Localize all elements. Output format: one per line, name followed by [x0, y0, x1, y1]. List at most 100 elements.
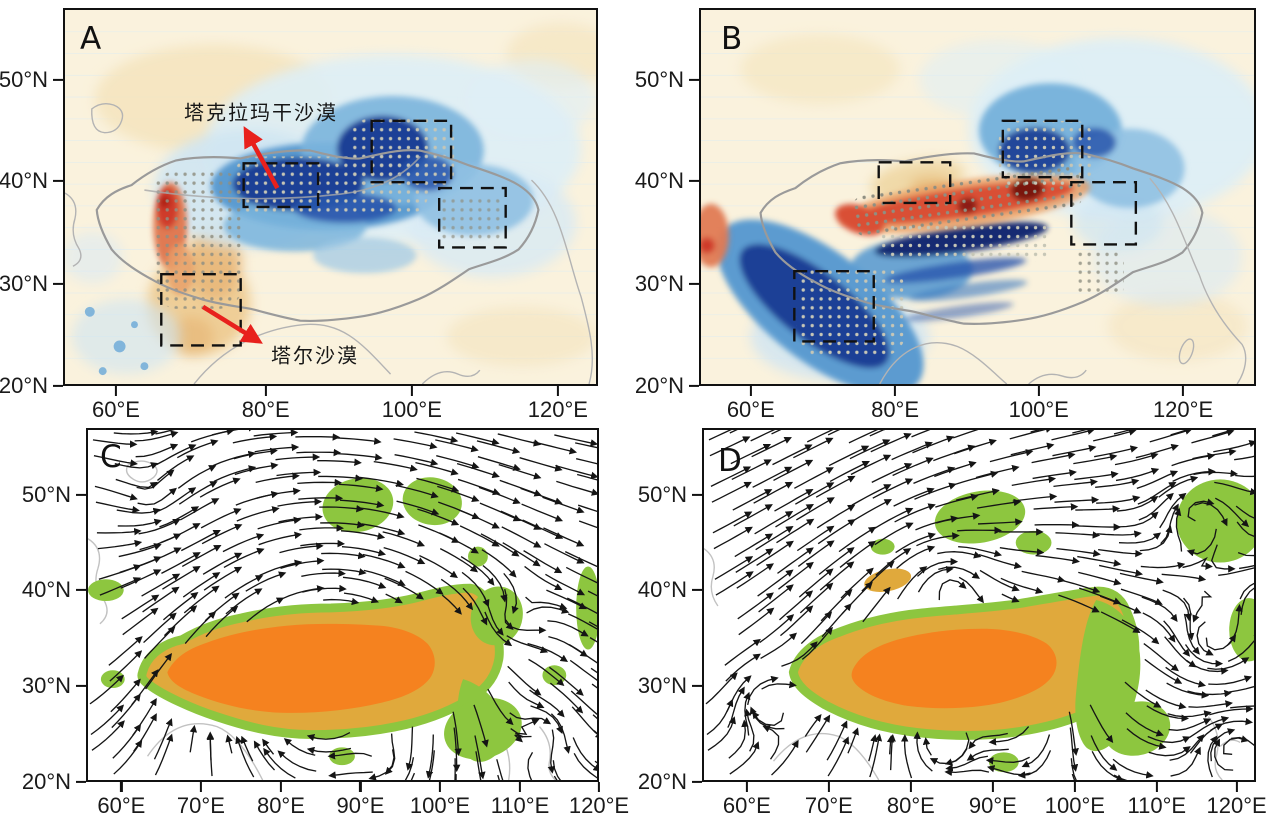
- panel-b-letter: B: [721, 21, 743, 57]
- x-tick-label: 80°E: [871, 397, 920, 422]
- box-taklimakan: [242, 162, 320, 209]
- coastlines: [879, 177, 1247, 384]
- tick-mark: [689, 282, 699, 285]
- tick-mark: [410, 386, 413, 396]
- y-tick-label: 50°N: [634, 66, 684, 92]
- x-tick-label: 90°E: [968, 793, 1017, 815]
- tick-mark: [556, 386, 559, 396]
- x-tick-label: 120°E: [1152, 397, 1214, 422]
- tick-mark: [893, 386, 897, 396]
- x-tick-label: 80°E: [886, 793, 935, 815]
- y-tick-label: 50°N: [21, 482, 71, 508]
- arrow-to-taklimakan-label: [243, 126, 280, 190]
- box-east: [437, 186, 507, 249]
- panel-d: D 60°E 70°E 80°E 90°E 100°E 110°E 120°E 50°N 40…: [638, 428, 1267, 815]
- box-thar: [160, 272, 242, 347]
- x-tick-label: 70°E: [176, 793, 225, 815]
- wind-streamlines: [89, 430, 597, 780]
- panel-d-wind-map: [704, 430, 1254, 780]
- box-north: [1001, 119, 1084, 179]
- tick-mark: [745, 782, 748, 792]
- panel-a-map: 塔克拉玛干沙漠 塔尔沙漠 A: [63, 8, 598, 386]
- tick-mark: [76, 589, 86, 592]
- y-tick-label: 50°N: [637, 482, 687, 508]
- panel-a-anomaly-map: [65, 10, 596, 384]
- x-tick-label: 60°E: [722, 793, 771, 815]
- tick-mark: [689, 78, 699, 81]
- y-tick-label: 30°N: [634, 270, 684, 296]
- y-tick-label: 40°N: [0, 168, 48, 194]
- x-tick-label: 120°E: [1206, 793, 1267, 815]
- tick-mark: [199, 782, 202, 792]
- panel-c-map: C: [86, 428, 599, 782]
- orange-core: [167, 623, 435, 713]
- tarim-basin-rim: [144, 155, 421, 200]
- y-tick-label: 30°N: [21, 673, 71, 699]
- tick-mark: [692, 780, 702, 784]
- arrow-to-thar-label: [201, 304, 263, 344]
- tick-mark: [53, 282, 63, 285]
- x-tick-label: 100°E: [409, 793, 471, 815]
- tick-mark: [827, 782, 830, 792]
- x-tick-label: 90°E: [336, 793, 385, 815]
- x-tick-label: 60°E: [726, 397, 775, 422]
- panel-c-letter: C: [100, 439, 122, 475]
- x-tick-label: 60°E: [91, 397, 140, 422]
- panel-a: 塔克拉玛干沙漠 塔尔沙漠 A 60°E 80°E 100°E 120°E 50°N 40…: [0, 8, 598, 422]
- y-tick-label: 40°N: [637, 577, 687, 603]
- tick-mark: [518, 782, 522, 792]
- tick-mark: [1155, 782, 1158, 792]
- tick-mark: [597, 782, 601, 792]
- tick-mark: [359, 782, 362, 792]
- study-region-boxes: [160, 119, 507, 347]
- x-tick-label: 100°E: [1044, 793, 1105, 815]
- box-north: [370, 119, 453, 184]
- tick-mark: [1037, 386, 1040, 396]
- x-tick-label: 110°E: [490, 793, 550, 815]
- tick-mark: [1073, 782, 1076, 792]
- y-tick-label: 50°N: [0, 66, 48, 92]
- tibetan-plateau-outline: [95, 149, 540, 323]
- study-region-boxes: [793, 119, 1138, 343]
- y-tick-label: 20°N: [637, 769, 687, 794]
- tick-mark: [53, 78, 63, 81]
- tick-mark: [692, 684, 702, 688]
- panel-b-map: B: [699, 8, 1256, 386]
- x-tick-label: 80°E: [256, 793, 305, 815]
- y-tick-label: 30°N: [0, 270, 48, 296]
- orange-core: [851, 628, 1057, 709]
- tick-mark: [53, 180, 63, 183]
- x-tick-label: 60°E: [97, 793, 146, 815]
- x-tick-label: 120°E: [568, 793, 630, 815]
- panel-c-wind-map: [88, 430, 597, 780]
- taklimakan-desert-label: 塔克拉玛干沙漠: [184, 100, 338, 125]
- x-tick-label: 70°E: [804, 793, 853, 815]
- tick-mark: [120, 782, 123, 792]
- tick-mark: [692, 494, 702, 497]
- tick-mark: [1235, 782, 1238, 792]
- annotation-arrows: [201, 126, 280, 344]
- panel-d-map: D: [702, 428, 1256, 782]
- y-tick-label: 40°N: [634, 168, 684, 194]
- x-tick-label: 80°E: [241, 397, 290, 422]
- significance-stippling: [796, 120, 1124, 357]
- x-tick-label: 100°E: [1008, 397, 1069, 422]
- coastlines: [65, 102, 594, 384]
- box-east: [1070, 180, 1138, 246]
- blue-speckles: [84, 306, 149, 376]
- thar-desert-label: 塔尔沙漠: [271, 343, 359, 368]
- tick-mark: [749, 386, 752, 396]
- panel-a-letter: A: [80, 21, 102, 57]
- tick-mark: [53, 384, 63, 388]
- tick-mark: [689, 384, 699, 388]
- tick-mark: [114, 386, 118, 396]
- box-northwest: [877, 161, 952, 205]
- panel-c: C 60°E 70°E 80°E 90°E 100°E 110°E 120°E 50°N 40…: [22, 428, 629, 815]
- significance-stippling: [152, 118, 502, 309]
- vegetation-patches: [870, 479, 1254, 773]
- tick-mark: [1181, 386, 1185, 396]
- tick-mark: [909, 782, 912, 792]
- tick-mark: [76, 494, 86, 497]
- y-tick-label: 20°N: [21, 769, 71, 794]
